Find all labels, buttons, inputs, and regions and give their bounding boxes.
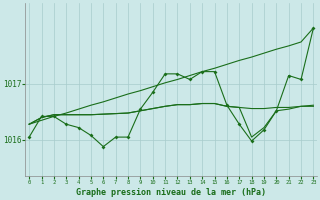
X-axis label: Graphe pression niveau de la mer (hPa): Graphe pression niveau de la mer (hPa) bbox=[76, 188, 266, 197]
